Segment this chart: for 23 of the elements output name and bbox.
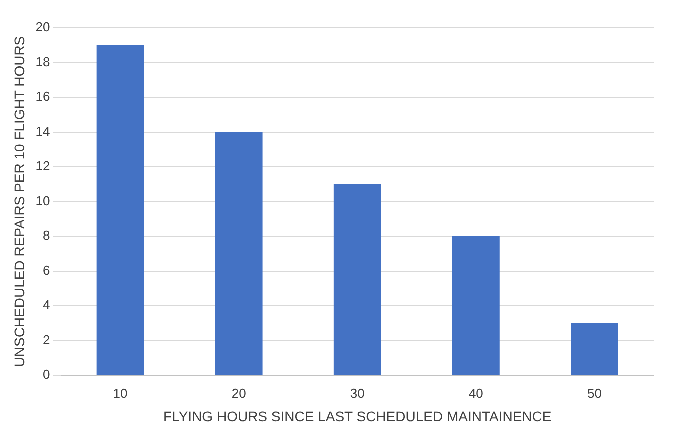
y-tick-label: 0 — [43, 367, 50, 382]
y-tick-label: 4 — [43, 298, 50, 313]
y-tick-label: 12 — [36, 158, 50, 174]
x-tick-label: 20 — [232, 386, 246, 401]
y-axis-title: UNSCHEDULED REPAIRS PER 10 FLIGHT HOURS — [11, 36, 28, 368]
x-tick-label: 40 — [468, 386, 484, 401]
x-tick-label: 30 — [350, 386, 365, 401]
y-tick-label: 6 — [43, 262, 50, 278]
bar — [571, 323, 618, 376]
y-tick-label: 18 — [36, 54, 50, 70]
bar — [334, 184, 382, 376]
bar — [215, 132, 263, 376]
y-tick-label: 8 — [43, 228, 50, 244]
bar — [452, 236, 500, 376]
y-tick-label: 10 — [36, 193, 50, 208]
y-tick-label: 20 — [36, 20, 50, 35]
y-tick-label: 2 — [43, 332, 50, 348]
y-tick-label: 16 — [36, 89, 50, 104]
x-tick-label: 50 — [587, 386, 602, 401]
bar — [96, 45, 144, 376]
x-tick-label: 10 — [113, 386, 128, 401]
x-axis-title: FLYING HOURS SINCE LAST SCHEDULED MAINTAINENCE — [164, 408, 552, 424]
y-tick-label: 14 — [36, 124, 50, 139]
